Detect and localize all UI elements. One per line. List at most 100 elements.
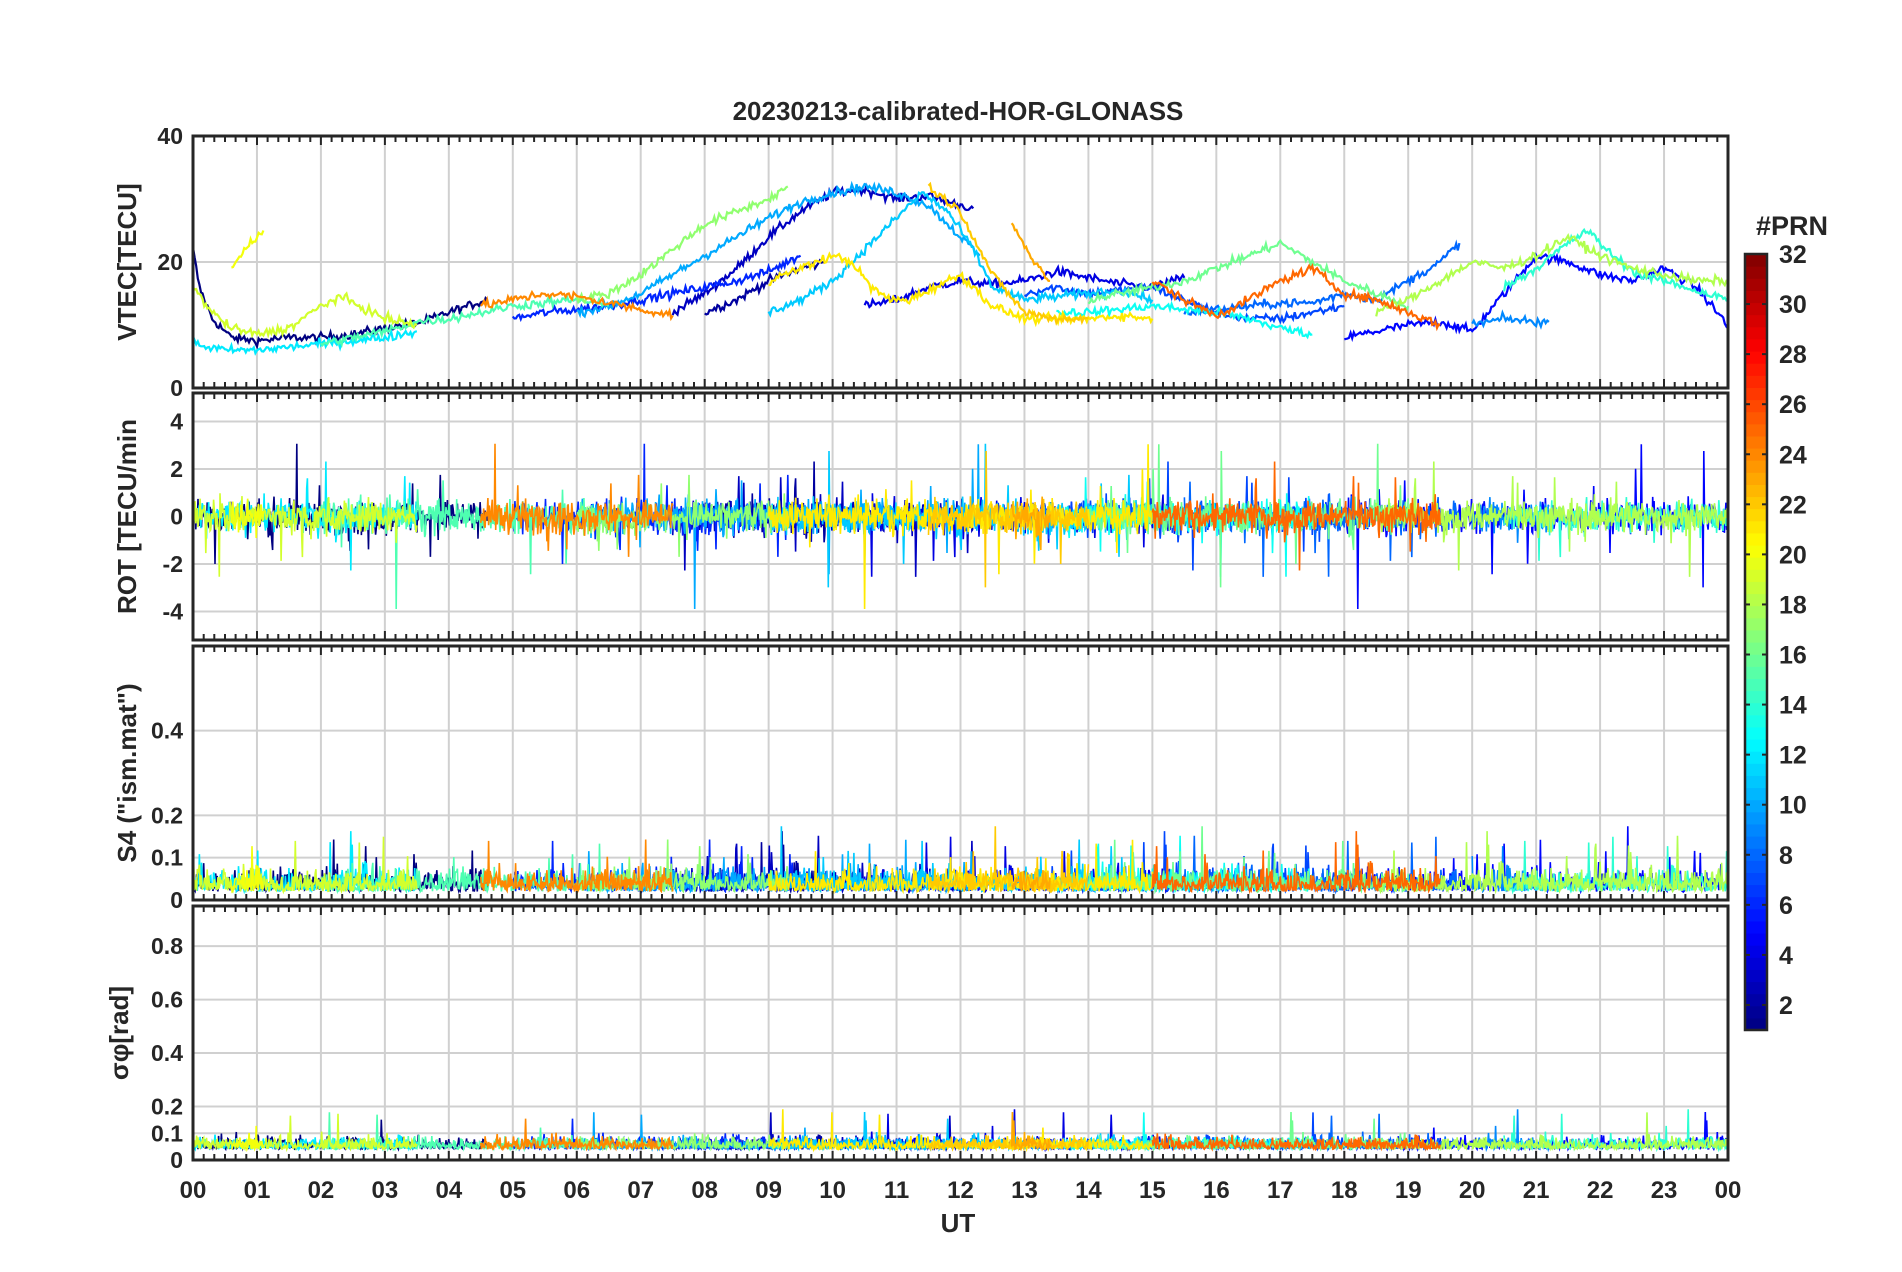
vtec-series-prn-13: [1056, 300, 1313, 340]
colorbar-swatch: [1745, 399, 1767, 413]
rot-series-prn-20: [230, 498, 265, 539]
vtec-series-prn-21: [768, 251, 1154, 328]
x-axis-label: UT: [941, 1208, 976, 1238]
vtec-series-prn-24: [480, 289, 674, 322]
x-tick-label: 16: [1203, 1177, 1230, 1204]
y-tick-label: -2: [163, 551, 183, 577]
rot-series-prn-22: [927, 450, 1090, 588]
colorbar-swatch: [1745, 472, 1767, 485]
colorbar-swatch: [1745, 799, 1767, 813]
vtec-series-prn-12: [193, 328, 418, 356]
panel-s4-ylabel: S4 ("ism.mat"): [112, 683, 142, 862]
vtec-series-prn-23: [1010, 222, 1051, 282]
colorbar-swatch: [1745, 314, 1767, 328]
colorbar-swatch: [1745, 266, 1767, 279]
y-tick-label: 0.2: [151, 802, 183, 828]
colorbar-swatch: [1745, 920, 1767, 934]
y-tick-label: 0.1: [151, 845, 183, 871]
panel-vtec-ticks: [192, 136, 1729, 388]
vtec-series-prn-16: [1087, 238, 1410, 313]
colorbar-swatch: [1745, 739, 1767, 752]
colorbar-swatch: [1745, 593, 1767, 607]
colorbar-tick-label: 4: [1779, 942, 1793, 970]
colorbar-tick-label: 24: [1779, 441, 1807, 469]
colorbar-swatch: [1745, 872, 1767, 886]
x-tick-label: 09: [755, 1177, 782, 1204]
colorbar-swatch: [1745, 678, 1767, 692]
colorbar-swatch: [1745, 896, 1767, 910]
x-axis: 00 01 02 03 04 05 06 07 08 09 10 11 12 13 14 15 16 17 18 19…: [180, 1177, 1742, 1204]
panel-rot: -4 -2 0 2 4 ROT [TECU/min: [112, 391, 1730, 642]
colorbar-tick-label: 18: [1779, 591, 1807, 619]
rot-series-prn-19: [193, 493, 418, 577]
colorbar-swatch: [1745, 823, 1767, 837]
colorbar-swatch: [1745, 993, 1767, 1007]
x-tick-label: 21: [1523, 1177, 1550, 1204]
colorbar-tick-label: 2: [1779, 992, 1793, 1020]
colorbar-swatch: [1745, 557, 1767, 570]
panel-rot-ylabel: ROT [TECU/min: [112, 419, 142, 614]
panel-sigma_phi: 00.10.2 0.4 0.6 0.8 σφ[rad]: [104, 904, 1730, 1173]
x-tick-label: 01: [244, 1177, 271, 1204]
colorbar-swatch: [1745, 714, 1767, 728]
y-tick-label: 0: [170, 375, 183, 401]
colorbar-swatch: [1745, 690, 1767, 704]
rot-series-prn-11: [767, 443, 1154, 588]
colorbar-swatch: [1745, 933, 1767, 946]
colorbar-swatch: [1745, 496, 1767, 510]
colorbar-tick-label: 14: [1779, 692, 1807, 720]
x-tick-label: 07: [627, 1177, 654, 1204]
panel-vtec-ylabel: VTEC[TECU]: [112, 183, 142, 340]
colorbar-swatch: [1745, 642, 1767, 655]
colorbar-swatch: [1745, 763, 1767, 776]
colorbar-swatch: [1745, 1005, 1767, 1019]
colorbar-tick-label: 20: [1779, 541, 1807, 569]
colorbar-swatch: [1745, 726, 1767, 740]
panel-s4: 0 0.1 0.2 0.4 S4 ("ism.mat"): [112, 644, 1730, 913]
sigma_phi-series-prn-20: [230, 1125, 265, 1153]
colorbar-swatch: [1745, 969, 1767, 983]
colorbar-swatch: [1745, 666, 1767, 679]
panel-sigma_phi-ylabel: σφ[rad]: [104, 986, 134, 1080]
colorbar-tick-label: 6: [1779, 892, 1793, 920]
x-tick-label: 13: [1011, 1177, 1038, 1204]
colorbar-swatch: [1745, 411, 1767, 425]
colorbar-tick-label: 10: [1779, 792, 1807, 820]
y-tick-label: -4: [163, 599, 184, 625]
vtec-series-prn-15: [320, 294, 610, 349]
colorbar-swatch: [1745, 278, 1767, 291]
colorbar-swatch: [1745, 290, 1767, 304]
colorbar-swatch: [1745, 545, 1767, 558]
colorbar-swatch: [1745, 435, 1767, 449]
vtec-series-prn-10: [576, 180, 981, 319]
sigma_phi-series-prn-22: [927, 1134, 1090, 1152]
vtec-series-prn-18: [1375, 233, 1728, 317]
colorbar-swatch: [1745, 836, 1767, 849]
s4-series-prn-23: [1011, 870, 1051, 892]
panel-s4-series: [193, 826, 1728, 895]
colorbar-tick-label: 22: [1779, 491, 1807, 519]
vtec-series-prn-3: [671, 182, 975, 317]
s4-series-prn-22: [927, 826, 1090, 895]
chart-title: 20230213-calibrated-HOR-GLONASS: [733, 96, 1184, 126]
y-tick-label: 2: [170, 456, 183, 482]
colorbar-swatch: [1745, 302, 1767, 316]
s4-series-prn-19: [193, 836, 418, 895]
colorbar-swatch: [1745, 484, 1767, 498]
vtec-series-prn-17: [575, 185, 789, 305]
colorbar-tick-label: 8: [1779, 842, 1793, 870]
y-tick-label: 20: [157, 249, 183, 275]
vtec-series-prn-22: [927, 181, 1089, 326]
colorbar-swatch: [1745, 448, 1767, 461]
colorbar-swatch: [1745, 787, 1767, 801]
colorbar-swatch: [1745, 338, 1767, 352]
colorbar-swatch: [1745, 1017, 1767, 1031]
colorbar-swatch: [1745, 569, 1767, 582]
colorbar-swatch: [1745, 702, 1767, 716]
y-tick-label: 0: [170, 504, 183, 530]
sigma_phi-series-prn-19: [193, 1113, 418, 1153]
s4-series-prn-21: [767, 839, 1154, 895]
vtec-series-prn-14: [1503, 227, 1728, 302]
y-tick-label: 0.4: [151, 1040, 183, 1066]
